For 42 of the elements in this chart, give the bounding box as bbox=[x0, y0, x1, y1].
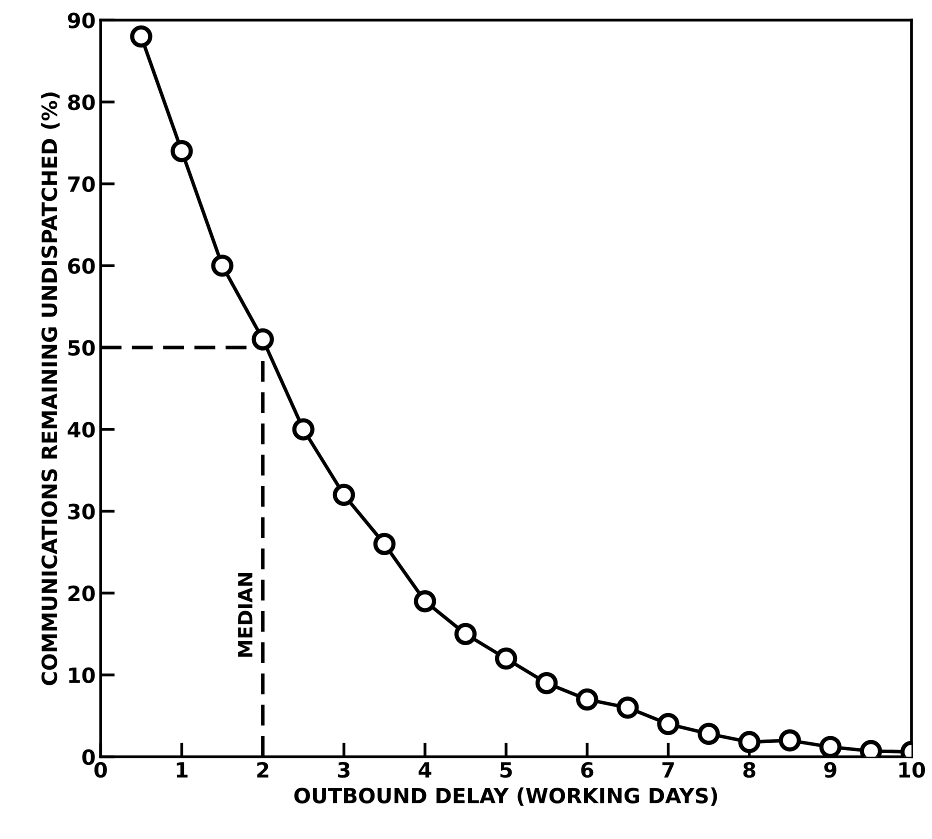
y-axis-title: COMMUNICATIONS REMAINING UNDISPATCHED (%) bbox=[41, 92, 60, 686]
point bbox=[819, 736, 842, 757]
y-tick-label: 0 bbox=[82, 749, 95, 765]
y-tick-label: 70 bbox=[68, 176, 95, 192]
point bbox=[738, 730, 760, 754]
y-tick-label: 90 bbox=[68, 12, 95, 28]
x-tick-label: 6 bbox=[581, 762, 594, 778]
y-tick-label: 60 bbox=[68, 258, 95, 274]
point bbox=[778, 729, 801, 752]
x-tick-label: 4 bbox=[418, 762, 432, 778]
ref-line-label: MEDIAN bbox=[238, 573, 252, 657]
point bbox=[494, 647, 518, 670]
y-tick-label: 80 bbox=[68, 94, 95, 110]
point bbox=[576, 688, 598, 711]
x-tick-label: 1 bbox=[176, 762, 188, 778]
x-tick-label: 10 bbox=[899, 762, 925, 778]
point bbox=[130, 25, 152, 48]
point bbox=[616, 696, 639, 719]
point bbox=[373, 532, 396, 556]
y-tick-label: 10 bbox=[69, 667, 95, 684]
point bbox=[292, 418, 314, 440]
point bbox=[170, 140, 193, 162]
y-tick-label: 50 bbox=[68, 340, 95, 356]
x-tick-label: 0 bbox=[94, 762, 107, 778]
x-tick-label: 2 bbox=[257, 762, 268, 778]
x-tick-label: 3 bbox=[338, 762, 350, 778]
point bbox=[211, 254, 234, 277]
point bbox=[536, 672, 558, 694]
x-axis-title: OUTBOUND DELAY (WORKING DAYS) bbox=[294, 787, 718, 806]
point bbox=[698, 722, 720, 745]
point bbox=[657, 712, 680, 736]
x-tick-label: 8 bbox=[743, 762, 756, 778]
x-tick-label: 9 bbox=[824, 762, 836, 778]
x-tick-label: 5 bbox=[500, 762, 512, 778]
y-tick-label: 30 bbox=[68, 504, 95, 520]
y-tick-label: 20 bbox=[68, 586, 95, 602]
y-tick-label: 40 bbox=[68, 422, 95, 438]
point bbox=[252, 328, 274, 350]
point bbox=[332, 484, 356, 506]
point bbox=[454, 622, 477, 646]
x-tick-label: 7 bbox=[662, 762, 674, 778]
point bbox=[414, 590, 436, 612]
